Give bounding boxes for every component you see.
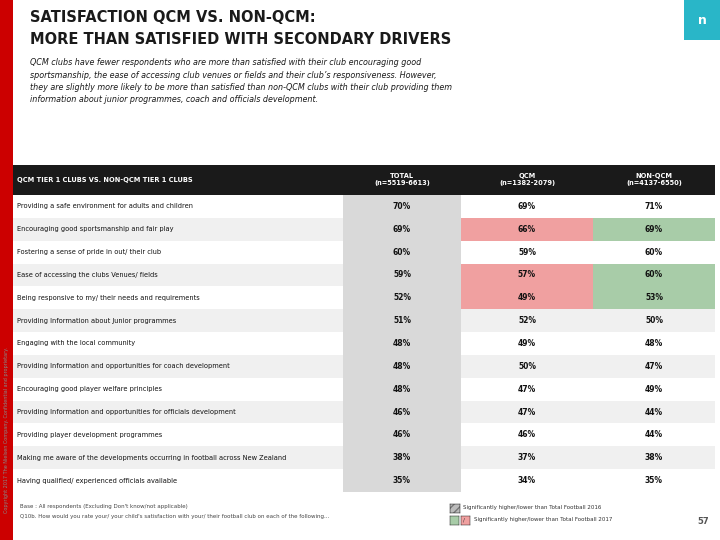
Text: 60%: 60%: [645, 248, 663, 256]
Text: 38%: 38%: [393, 453, 411, 462]
Text: 44%: 44%: [645, 408, 663, 416]
Text: 47%: 47%: [645, 362, 663, 371]
Text: 49%: 49%: [645, 384, 663, 394]
Text: 57%: 57%: [518, 271, 536, 280]
Text: Encouraging good player welfare principles: Encouraging good player welfare principl…: [17, 386, 162, 392]
Text: MORE THAN SATISFIED WITH SECONDARY DRIVERS: MORE THAN SATISFIED WITH SECONDARY DRIVE…: [30, 32, 451, 47]
Text: 46%: 46%: [518, 430, 536, 440]
Text: 69%: 69%: [393, 225, 411, 234]
Text: 34%: 34%: [518, 476, 536, 485]
Text: Q10b. How would you rate your/ your child's satisfaction with your/ their footba: Q10b. How would you rate your/ your chil…: [20, 514, 329, 519]
Text: 48%: 48%: [393, 362, 411, 371]
Text: Being responsive to my/ their needs and requirements: Being responsive to my/ their needs and …: [17, 295, 199, 301]
Text: Making me aware of the developments occurring in football across New Zealand: Making me aware of the developments occu…: [17, 455, 287, 461]
Text: 71%: 71%: [645, 202, 663, 211]
Text: QCM
(n=1382-2079): QCM (n=1382-2079): [499, 173, 555, 186]
Text: 70%: 70%: [393, 202, 411, 211]
Text: Providing player development programmes: Providing player development programmes: [17, 432, 162, 438]
Text: 66%: 66%: [518, 225, 536, 234]
Text: 57: 57: [697, 517, 708, 526]
Text: 69%: 69%: [645, 225, 663, 234]
Text: 37%: 37%: [518, 453, 536, 462]
Text: NON-QCM
(n=4137-6550): NON-QCM (n=4137-6550): [626, 173, 682, 186]
Text: Encouraging good sportsmanship and fair play: Encouraging good sportsmanship and fair …: [17, 226, 174, 232]
Text: 49%: 49%: [518, 339, 536, 348]
Text: 49%: 49%: [518, 293, 536, 302]
Text: 60%: 60%: [645, 271, 663, 280]
Text: Providing a safe environment for adults and children: Providing a safe environment for adults …: [17, 204, 193, 210]
Text: 44%: 44%: [645, 430, 663, 440]
Text: 59%: 59%: [518, 248, 536, 256]
Text: QCM clubs have fewer respondents who are more than satisfied with their club enc: QCM clubs have fewer respondents who are…: [30, 58, 452, 105]
Text: Fostering a sense of pride in out/ their club: Fostering a sense of pride in out/ their…: [17, 249, 161, 255]
Text: QCM TIER 1 CLUBS VS. NON-QCM TIER 1 CLUBS: QCM TIER 1 CLUBS VS. NON-QCM TIER 1 CLUB…: [17, 177, 193, 183]
Text: 46%: 46%: [393, 408, 411, 416]
Text: 59%: 59%: [393, 271, 411, 280]
Text: Providing Information and opportunities for officials development: Providing Information and opportunities …: [17, 409, 235, 415]
Text: Having qualified/ experienced officials available: Having qualified/ experienced officials …: [17, 477, 177, 484]
Text: Copyright 2017 The Nielsen Company. Confidential and proprietary.: Copyright 2017 The Nielsen Company. Conf…: [4, 347, 9, 513]
Text: Providing Information and opportunities for coach development: Providing Information and opportunities …: [17, 363, 230, 369]
Text: 35%: 35%: [393, 476, 411, 485]
Text: 50%: 50%: [645, 316, 663, 325]
Text: 48%: 48%: [645, 339, 663, 348]
Text: 35%: 35%: [645, 476, 663, 485]
Text: 52%: 52%: [518, 316, 536, 325]
Text: Significantly higher/lower than Total Football 2016: Significantly higher/lower than Total Fo…: [463, 505, 601, 510]
Text: 47%: 47%: [518, 384, 536, 394]
Text: TOTAL
(n=5519-6613): TOTAL (n=5519-6613): [374, 173, 430, 186]
Text: 48%: 48%: [393, 384, 411, 394]
Text: 46%: 46%: [393, 430, 411, 440]
Text: 53%: 53%: [645, 293, 663, 302]
Text: 48%: 48%: [393, 339, 411, 348]
Text: Providing Information about Junior programmes: Providing Information about Junior progr…: [17, 318, 176, 323]
Text: n: n: [698, 14, 706, 26]
Text: Engaging with the local community: Engaging with the local community: [17, 341, 135, 347]
Text: 50%: 50%: [518, 362, 536, 371]
Text: 60%: 60%: [393, 248, 411, 256]
Text: Base : All respondents (Excluding Don't know/not applicable): Base : All respondents (Excluding Don't …: [20, 504, 188, 509]
Text: 38%: 38%: [645, 453, 663, 462]
Text: 47%: 47%: [518, 408, 536, 416]
Text: 69%: 69%: [518, 202, 536, 211]
Text: 52%: 52%: [393, 293, 411, 302]
Text: Ease of accessing the clubs Venues/ fields: Ease of accessing the clubs Venues/ fiel…: [17, 272, 158, 278]
Text: Significantly higher/lower than Total Football 2017: Significantly higher/lower than Total Fo…: [474, 517, 613, 523]
Text: SATISFACTION QCM VS. NON-QCM:: SATISFACTION QCM VS. NON-QCM:: [30, 10, 315, 25]
Text: /: /: [463, 517, 467, 523]
Text: 51%: 51%: [393, 316, 411, 325]
